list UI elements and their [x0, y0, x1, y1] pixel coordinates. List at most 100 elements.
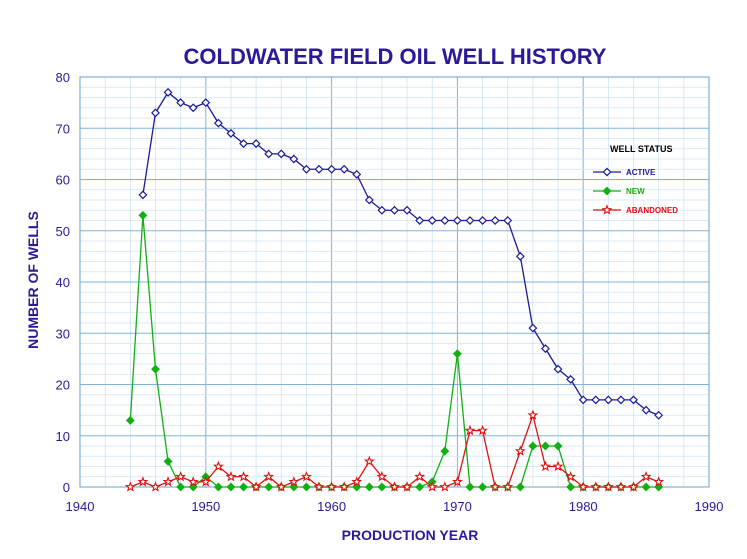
- x-tick-label: 1970: [443, 499, 472, 514]
- data-point-new: [541, 441, 550, 451]
- data-point-new: [440, 446, 450, 456]
- data-point-active: [352, 169, 362, 179]
- data-point-active: [478, 216, 488, 225]
- y-axis-label: NUMBER OF WELLS: [25, 211, 41, 349]
- data-point-abandoned: [150, 481, 161, 492]
- data-point-active: [151, 108, 160, 118]
- data-point-abandoned: [275, 481, 287, 492]
- data-point-abandoned: [489, 481, 501, 492]
- legend-item-new: NEW: [593, 186, 645, 196]
- data-point-new: [377, 482, 387, 492]
- data-point-abandoned: [552, 460, 564, 472]
- legend-item-active: ACTIVE: [593, 167, 656, 177]
- data-point-abandoned: [590, 481, 602, 492]
- data-point-active: [591, 395, 601, 405]
- data-point-abandoned: [212, 460, 224, 472]
- data-point-new: [125, 415, 135, 425]
- data-point-abandoned: [225, 471, 237, 482]
- data-point-abandoned: [540, 460, 551, 472]
- data-point-new: [452, 349, 462, 359]
- y-tick-label: 40: [56, 275, 70, 290]
- data-point-active: [226, 128, 236, 138]
- data-point-new: [566, 482, 576, 492]
- data-point-active: [616, 395, 626, 405]
- data-point-abandoned: [577, 481, 589, 492]
- data-point-active: [515, 251, 525, 261]
- data-point-abandoned: [363, 455, 375, 467]
- data-point-active: [301, 164, 311, 174]
- y-tick-label: 0: [63, 480, 70, 495]
- x-tick-label: 1990: [695, 499, 724, 514]
- data-point-active: [452, 216, 462, 225]
- data-point-new: [151, 364, 160, 374]
- series-active: [138, 87, 664, 420]
- data-point-abandoned: [288, 476, 300, 487]
- x-tick-label: 1980: [569, 499, 598, 514]
- data-point-active: [390, 205, 399, 215]
- series-layer: [124, 87, 665, 492]
- data-point-abandoned: [615, 481, 627, 492]
- data-point-active: [578, 395, 588, 405]
- data-point-active: [239, 139, 248, 149]
- data-point-abandoned: [565, 471, 577, 482]
- legend-label-abandoned: ABANDONED: [626, 206, 678, 215]
- data-point-abandoned: [502, 481, 514, 492]
- legend-marker-active: [602, 167, 612, 177]
- data-point-active: [364, 195, 374, 205]
- legend-label-active: ACTIVE: [626, 168, 656, 177]
- data-point-abandoned: [477, 424, 489, 436]
- tick-labels: 1940 1950 1960 1970 1980 1990 0 10 20 30 40 50 60 70 8…: [56, 70, 724, 514]
- data-point-abandoned: [451, 476, 463, 487]
- data-point-new: [138, 210, 148, 220]
- data-point-abandoned: [250, 481, 262, 492]
- data-point-active: [440, 216, 450, 225]
- y-tick-label: 70: [56, 121, 70, 136]
- data-point-active: [553, 364, 563, 374]
- legend-marker-new: [602, 186, 612, 196]
- data-point-abandoned: [238, 471, 249, 482]
- legend-title: WELL STATUS: [610, 144, 673, 154]
- data-point-abandoned: [200, 476, 212, 487]
- data-point-abandoned: [628, 481, 639, 492]
- data-point-abandoned: [602, 481, 614, 492]
- y-tick-label: 80: [56, 70, 70, 85]
- data-point-active: [377, 205, 387, 215]
- data-point-abandoned: [313, 481, 325, 492]
- data-point-new: [478, 482, 488, 492]
- data-point-active: [251, 139, 261, 149]
- data-point-new: [528, 441, 538, 451]
- data-point-active: [541, 344, 550, 354]
- data-point-active: [465, 216, 475, 225]
- data-point-active: [402, 205, 412, 215]
- data-point-new: [226, 482, 236, 492]
- data-point-abandoned: [640, 471, 652, 482]
- y-tick-label: 20: [56, 378, 70, 393]
- x-tick-label: 1950: [191, 499, 220, 514]
- data-point-active: [528, 323, 538, 333]
- y-tick-label: 60: [56, 173, 70, 188]
- data-point-abandoned: [401, 481, 413, 492]
- series-abandoned: [124, 409, 665, 492]
- data-point-active: [176, 98, 186, 108]
- data-point-active: [201, 98, 211, 108]
- data-point-active: [339, 164, 349, 174]
- data-point-new: [239, 482, 248, 492]
- legend-marker-abandoned: [601, 204, 613, 215]
- data-point-abandoned: [653, 476, 665, 487]
- chart-title: COLDWATER FIELD OIL WELL HISTORY: [184, 44, 607, 69]
- data-point-new: [465, 482, 475, 492]
- data-point-active: [289, 154, 299, 164]
- data-point-active: [566, 374, 576, 384]
- data-point-abandoned: [351, 476, 363, 487]
- data-point-active: [163, 87, 173, 97]
- data-point-abandoned: [514, 445, 526, 456]
- y-tick-label: 10: [56, 429, 70, 444]
- legend-label-new: NEW: [626, 187, 645, 196]
- data-point-new: [364, 482, 374, 492]
- x-tick-label: 1940: [66, 499, 95, 514]
- data-point-abandoned: [414, 471, 426, 482]
- x-tick-label: 1960: [317, 499, 346, 514]
- data-point-abandoned: [137, 476, 149, 487]
